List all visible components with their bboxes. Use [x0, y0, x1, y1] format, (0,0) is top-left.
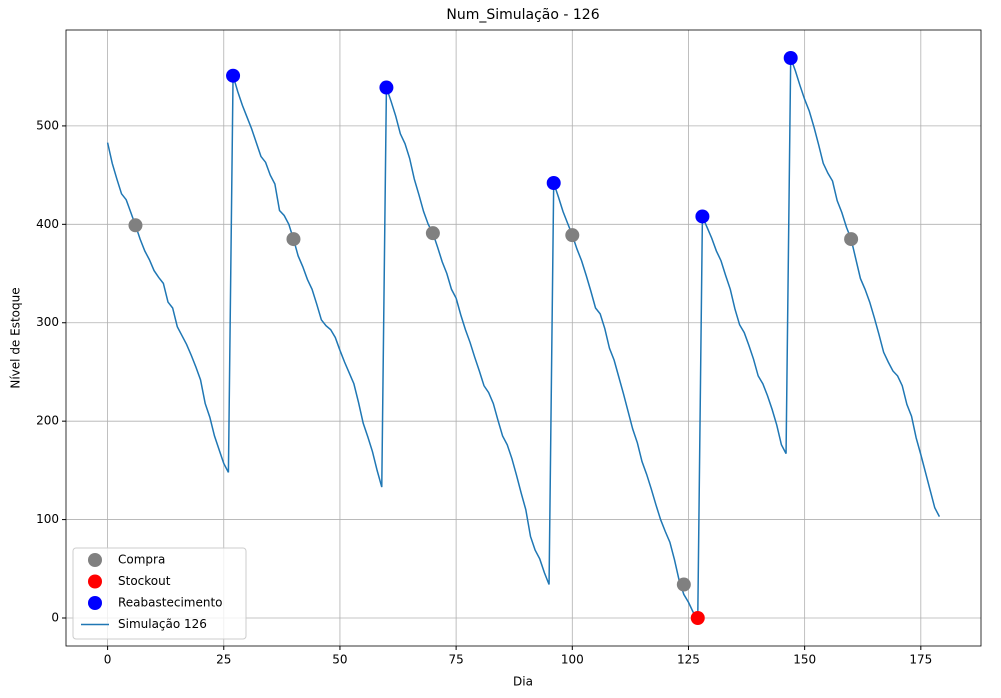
legend-swatch	[88, 553, 102, 567]
y-tick-label: 300	[36, 315, 59, 329]
legend-label: Simulação 126	[118, 617, 207, 631]
y-tick-label: 100	[36, 512, 59, 526]
y-axis-label: Nível de Estoque	[9, 287, 23, 388]
y-tick-label: 200	[36, 414, 59, 428]
scatter-point	[379, 80, 394, 95]
legend-box	[72, 547, 247, 640]
scatter-point	[783, 51, 798, 65]
scatter-point	[226, 68, 241, 83]
y-tick-label: 500	[36, 118, 59, 132]
scatter-point	[690, 611, 705, 625]
x-tick-label: 50	[332, 653, 347, 667]
x-tick-label: 150	[793, 653, 816, 667]
x-tick-label: 75	[448, 653, 463, 667]
scatter-point	[128, 218, 143, 233]
y-tick-label: 400	[36, 217, 59, 231]
legend-label: Stockout	[118, 574, 171, 588]
legend: Compra Stockout Reabastecimento Simulação 1…	[72, 547, 247, 640]
legend-label: Reabastecimento	[118, 596, 223, 610]
x-tick-label: 0	[104, 653, 112, 667]
x-tick-label: 175	[909, 653, 932, 667]
x-tick-label: 100	[561, 653, 584, 667]
scatter-point	[286, 232, 301, 247]
scatter-point	[565, 228, 580, 243]
legend-swatch	[88, 596, 102, 610]
scatter-point	[695, 209, 710, 224]
plot-frame	[65, 29, 982, 647]
scatter-point	[546, 175, 561, 190]
line-series	[106, 57, 941, 621]
scatter-point	[676, 577, 691, 592]
x-axis-label: Dia	[513, 675, 533, 689]
scatter-point	[425, 226, 440, 241]
legend-label: Compra	[118, 553, 165, 567]
scatter-point	[844, 232, 859, 247]
x-tick-label: 25	[216, 653, 231, 667]
legend-swatch	[88, 574, 102, 589]
chart-title: Num_Simulação - 126	[446, 7, 599, 23]
x-tick-label: 125	[677, 653, 700, 667]
y-tick-label: 0	[51, 611, 59, 625]
